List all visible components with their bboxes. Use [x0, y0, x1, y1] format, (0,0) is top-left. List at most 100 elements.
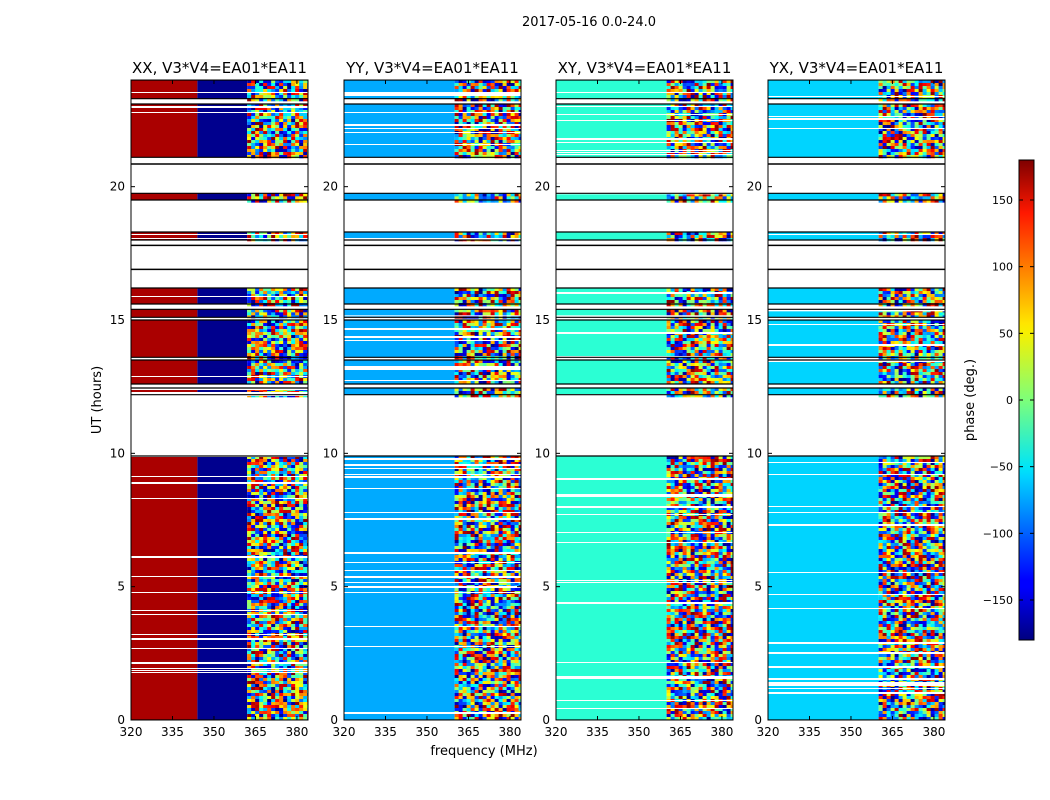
- cell: [494, 297, 499, 301]
- cell: [462, 326, 467, 330]
- cell: [247, 642, 252, 646]
- cell: [247, 480, 252, 484]
- cell: [454, 291, 459, 295]
- cell: [506, 128, 511, 132]
- cell: [494, 303, 499, 307]
- cell: [498, 196, 503, 200]
- cell: [482, 594, 487, 598]
- cell: [283, 708, 288, 712]
- cell: [482, 134, 487, 138]
- cell: [462, 492, 467, 496]
- cell: [295, 83, 300, 87]
- cell: [259, 199, 264, 203]
- cell: [255, 594, 260, 598]
- cell: [259, 107, 264, 111]
- cell: [490, 624, 495, 628]
- cell: [271, 507, 276, 511]
- cell: [283, 603, 288, 607]
- cell: [291, 642, 296, 646]
- cell: [514, 654, 519, 658]
- cell: [466, 519, 471, 523]
- cell: [510, 140, 515, 144]
- cell: [478, 329, 483, 333]
- cell: [295, 678, 300, 682]
- cell: [474, 555, 479, 559]
- cell: [514, 193, 519, 197]
- cell: [267, 549, 272, 553]
- cell: [490, 573, 495, 577]
- cell: [279, 119, 284, 123]
- cell: [263, 561, 268, 565]
- cell: [518, 627, 521, 631]
- cell: [279, 369, 284, 373]
- cell: [506, 558, 511, 562]
- cell: [303, 372, 308, 376]
- cell: [454, 522, 459, 526]
- cell: [518, 235, 521, 239]
- cell: [458, 708, 463, 712]
- cell: [466, 672, 471, 676]
- cell: [470, 369, 475, 373]
- cell: [458, 717, 463, 720]
- cell: [490, 705, 495, 709]
- cell: [466, 474, 471, 478]
- cell: [458, 528, 463, 532]
- cell: [478, 522, 483, 526]
- cell: [494, 347, 499, 351]
- cell: [263, 612, 268, 616]
- flagged-row: [344, 570, 521, 571]
- cell: [267, 507, 272, 511]
- cell: [482, 705, 487, 709]
- cell: [267, 717, 272, 720]
- cell: [514, 696, 519, 700]
- cell: [267, 116, 272, 120]
- cell: [498, 309, 503, 313]
- cell: [259, 119, 264, 123]
- flagged-row: [344, 468, 521, 469]
- cell: [490, 537, 495, 541]
- cell: [470, 477, 475, 481]
- cell: [275, 465, 280, 469]
- cell: [482, 480, 487, 484]
- cell: [287, 122, 292, 126]
- cell: [466, 391, 471, 395]
- cell: [299, 660, 304, 664]
- cell: [458, 612, 463, 616]
- cell: [279, 684, 284, 688]
- cell: [275, 353, 280, 357]
- cell: [466, 573, 471, 577]
- cell: [454, 232, 459, 236]
- cell: [291, 522, 296, 526]
- cell: [482, 388, 487, 392]
- cell: [498, 657, 503, 661]
- cell: [482, 288, 487, 292]
- cell: [271, 513, 276, 517]
- cell: [466, 522, 471, 526]
- cell: [506, 669, 511, 673]
- cell: [303, 462, 308, 466]
- cell: [514, 363, 519, 367]
- cell: [514, 128, 519, 132]
- cell: [502, 347, 507, 351]
- cell: [291, 116, 296, 120]
- cell: [283, 235, 288, 239]
- cell: [482, 486, 487, 490]
- figure-suptitle: 2017-05-16 0.0-24.0: [522, 15, 656, 30]
- cell: [478, 498, 483, 502]
- cell: [510, 714, 515, 718]
- cell: [462, 474, 467, 478]
- cell: [498, 369, 503, 373]
- cell: [462, 558, 467, 562]
- cell: [494, 627, 499, 631]
- cell: [279, 621, 284, 625]
- cell: [279, 573, 284, 577]
- cell: [275, 612, 280, 616]
- cell: [283, 465, 288, 469]
- cell: [291, 297, 296, 301]
- cell: [458, 660, 463, 664]
- cell: [303, 232, 308, 236]
- cell: [291, 504, 296, 508]
- cell: [255, 552, 260, 556]
- cell: [502, 477, 507, 481]
- cell: [514, 125, 519, 129]
